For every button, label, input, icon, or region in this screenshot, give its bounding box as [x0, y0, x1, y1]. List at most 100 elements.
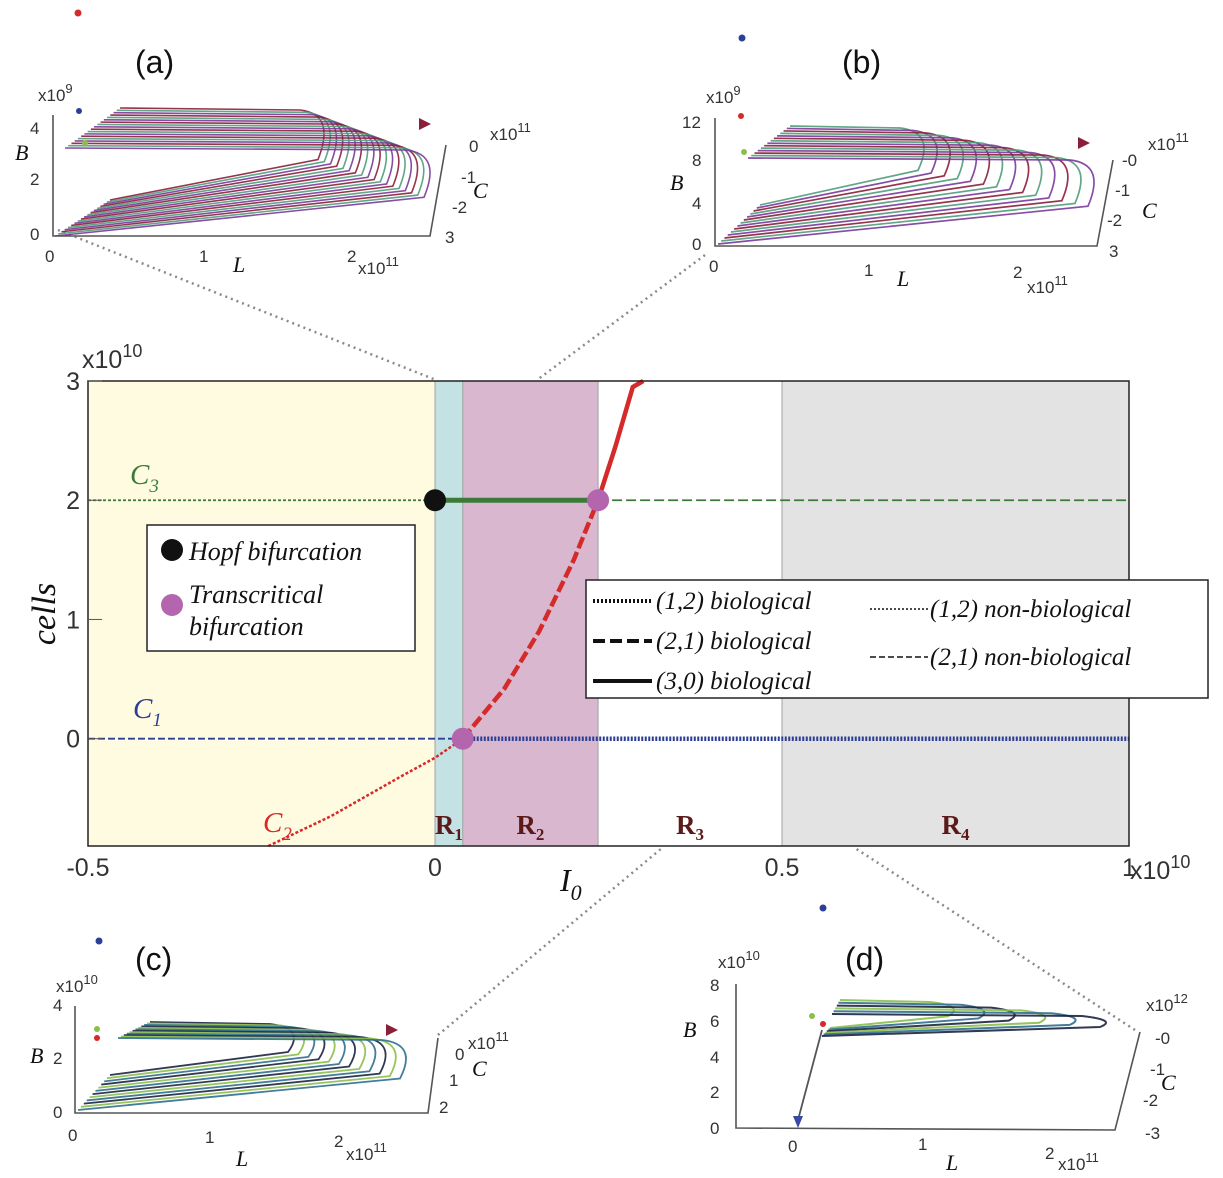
- inset-c-orbits: [77, 1021, 407, 1111]
- inset-d-b-tick-2: 2: [710, 1083, 719, 1102]
- inset-d-l-axis: L: [945, 1150, 958, 1175]
- inset-d-axes: [735, 984, 1141, 1131]
- inset-c-b-tick-2: 2: [53, 1049, 62, 1068]
- connector-d: [854, 846, 1136, 1032]
- inset-c-arrow: [386, 1024, 398, 1036]
- series-c2-bio-solid: [595, 379, 645, 501]
- y-tick-0: 0: [66, 726, 80, 754]
- inset-c-point-red: [94, 1035, 100, 1041]
- inset-b-b-tick-0: 0: [692, 235, 701, 254]
- region-label-1: R1: [435, 810, 463, 844]
- inset-c-c-tick-2: 2: [439, 1098, 448, 1117]
- inset-d-b-exp: x1010: [718, 948, 760, 972]
- inset-c-l-exp: x1011: [346, 1140, 387, 1164]
- inset-a-c-tick-2: -2: [452, 198, 467, 217]
- inset-b-c-tick-0: -0: [1122, 151, 1137, 170]
- orbits-b-orbit-5: [743, 137, 991, 221]
- orbits-c-orbit-8: [86, 1032, 377, 1102]
- orbits-b-orbit-4: [746, 134, 978, 218]
- legend-transcritical-label-line2: bifurcation: [189, 612, 304, 641]
- inset-b-c-exp: x1011: [1148, 130, 1189, 154]
- inset-d-c-tick-2: -2: [1143, 1091, 1158, 1110]
- region-label-3: R3: [676, 810, 704, 844]
- inset-b-l-axis: L: [896, 266, 909, 291]
- x-tick--0.5: -0.5: [66, 854, 109, 882]
- legend-21-bio-label: (2,1) biological: [656, 628, 812, 655]
- orbits-b-orbit-11: [724, 152, 1069, 239]
- inset-a-point-blue: [76, 108, 82, 114]
- inset-b-b-tick-12: 12: [682, 113, 701, 132]
- orbits-b-orbit-9: [730, 147, 1043, 233]
- legend-hopf-marker: [161, 539, 183, 561]
- inset-a-b-tick-2: 2: [30, 170, 39, 189]
- inset-b-point-green: [741, 149, 747, 155]
- legend-12-bio-label: (1,2) biological: [656, 588, 812, 615]
- inset-b-l-tick-0: 0: [709, 257, 718, 276]
- orbits-b-orbit-1: [756, 127, 938, 209]
- line-style-legend-box: [585, 579, 1209, 699]
- orbits-c-orbit-5: [95, 1028, 346, 1092]
- orbits-b-orbit-6: [740, 139, 1004, 224]
- series-label-c1: C1: [133, 693, 162, 731]
- x-tick-labels: -0.5 0 0.5 1: [66, 854, 1136, 882]
- x-tick-0: 0: [428, 854, 442, 882]
- y-tick-labels: 3 2 1 0: [66, 368, 102, 754]
- orbits-d-orbit-4: [823, 1010, 1077, 1036]
- inset-d-b-axis: B: [683, 1017, 696, 1042]
- point-transcritical-bifurcation-2: [587, 489, 610, 512]
- orbits-b-orbit-12: [721, 154, 1082, 242]
- inset-d-c-exp: x1012: [1146, 991, 1188, 1015]
- point-hopf-bifurcation-0: [424, 489, 446, 512]
- inset-b-c-axis: C: [1142, 198, 1157, 223]
- y-axis-title: cells: [26, 583, 63, 645]
- bifurcation-legend: Hopf bifurcation Transcritical bifurcati…: [146, 524, 416, 652]
- inset-a-l-tick-1: 1: [199, 247, 208, 266]
- series-c2-bio-dashed: [461, 499, 601, 741]
- inset-c-b-exp: x1010: [56, 972, 98, 996]
- inset-c-c-tick-0: 0: [455, 1045, 464, 1064]
- orbits-b-orbit-7: [737, 142, 1017, 227]
- inset-d-c-axis: C: [1161, 1070, 1176, 1095]
- series-label-c3: C3: [130, 459, 159, 497]
- inset-c-point-green: [94, 1026, 100, 1032]
- legend-12-nonbio-label: (1,2) non-biological: [930, 596, 1131, 623]
- bifurcation-legend-box: [146, 524, 416, 652]
- inset-a-c-tick-3: 3: [445, 228, 454, 247]
- inset-d-l-tick-1: 1: [918, 1135, 927, 1154]
- line-style-legend: (1,2) biological (2,1) biological (3,0) …: [585, 579, 1209, 699]
- y-axis-exponent: x1010: [82, 341, 142, 374]
- inset-a-arrow: [419, 118, 431, 130]
- inset-a-c-exp: x1011: [490, 120, 531, 144]
- orbits-a-orbit-15: [61, 142, 419, 233]
- inset-d: (d) x1010 8 6 4 2 0 B 0 1 2 x1011 L -0 -…: [683, 904, 1188, 1175]
- inset-b-l-tick-1: 1: [864, 261, 873, 280]
- orbits-b-orbit-13: [717, 157, 1095, 245]
- inset-b-b-axis: B: [670, 170, 683, 195]
- inset-a-b-tick-4: 4: [30, 119, 39, 138]
- inset-c-l-tick-2: 2: [334, 1132, 343, 1151]
- inset-a-point-green: [82, 140, 88, 146]
- orbits-b-orbit-3: [750, 132, 965, 215]
- connector-c: [437, 847, 663, 1036]
- inset-connectors: [57, 228, 1136, 1036]
- inset-b-b-tick-8: 8: [692, 151, 701, 170]
- inset-c-axes: [74, 1006, 439, 1114]
- inset-a-label: (a): [135, 44, 174, 80]
- inset-d-label: (d): [845, 941, 884, 977]
- inset-c-l-tick-0: 0: [68, 1126, 77, 1145]
- orbits-c-orbit-10: [80, 1035, 397, 1108]
- inset-d-b-tick-0: 0: [710, 1119, 719, 1138]
- inset-d-marker-blue: [819, 904, 827, 912]
- inset-b-marker-blue: [738, 34, 746, 42]
- inset-a-l-exp: x1011: [358, 254, 399, 278]
- y-tick-1: 1: [66, 606, 80, 634]
- inset-a-b-tick-0: 0: [30, 225, 39, 244]
- x-axis-exponent: x1010: [1130, 852, 1190, 885]
- inset-c-c-tick-1: 1: [449, 1071, 458, 1090]
- inset-d-l-exp: x1011: [1058, 1150, 1099, 1174]
- orbits-c-orbit-11: [77, 1037, 407, 1111]
- orbits-c-orbit-6: [92, 1029, 356, 1095]
- legend-transcritical-marker: [161, 594, 183, 616]
- orbits-b-orbit-10: [727, 149, 1056, 236]
- orbits-b-orbit-2: [753, 130, 951, 212]
